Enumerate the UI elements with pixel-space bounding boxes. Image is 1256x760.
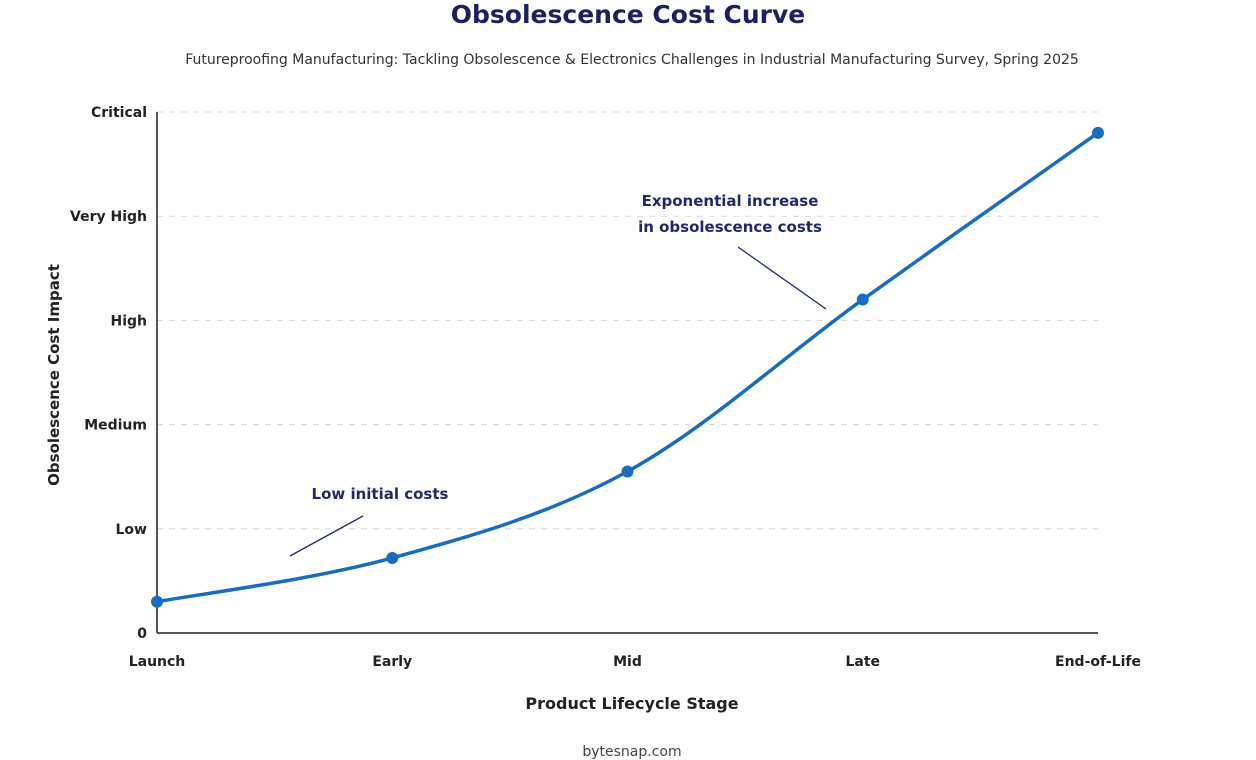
- x-tick-label: Mid: [613, 654, 642, 670]
- chart-title: Obsolescence Cost Curve: [450, 0, 806, 29]
- y-tick-label: High: [110, 313, 147, 329]
- data-point: [1092, 126, 1104, 139]
- x-tick-label: Early: [372, 654, 412, 670]
- chart-subtitle: Futureproofing Manufacturing: Tackling O…: [185, 52, 1079, 68]
- annotation-pointer-low: [289, 515, 364, 557]
- data-point: [386, 551, 399, 564]
- x-tick-label: Launch: [129, 654, 186, 670]
- x-tick-label: End-of-Life: [1055, 654, 1141, 670]
- data-point: [151, 595, 163, 608]
- data-point: [621, 465, 634, 478]
- x-tick-label: Late: [845, 654, 880, 670]
- annotation-exponential-line1: Exponential increase: [642, 192, 819, 210]
- y-tick-label: Low: [116, 522, 148, 538]
- annotation-pointer-exponential: [737, 246, 827, 310]
- y-tick-label: 0: [137, 626, 147, 642]
- data-point: [856, 293, 869, 306]
- y-tick-label: Medium: [84, 418, 147, 434]
- annotation-exponential-line2: in obsolescence costs: [638, 218, 822, 236]
- y-tick-label: Very High: [70, 209, 147, 225]
- annotation-low-initial: Low initial costs: [312, 485, 449, 503]
- x-axis-label: Product Lifecycle Stage: [525, 694, 739, 713]
- y-tick-label: Critical: [91, 105, 147, 121]
- series-line: [156, 131, 1100, 604]
